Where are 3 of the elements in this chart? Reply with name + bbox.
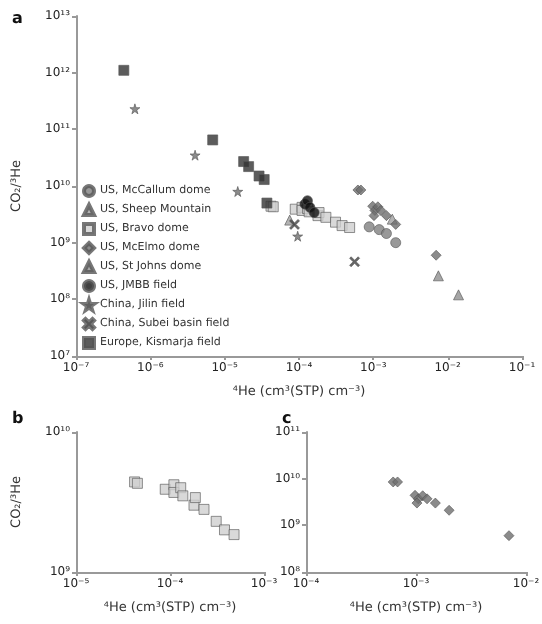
chart-title: c: [282, 409, 292, 427]
chart-title: a: [12, 9, 23, 27]
chart-title: b: [12, 409, 24, 427]
